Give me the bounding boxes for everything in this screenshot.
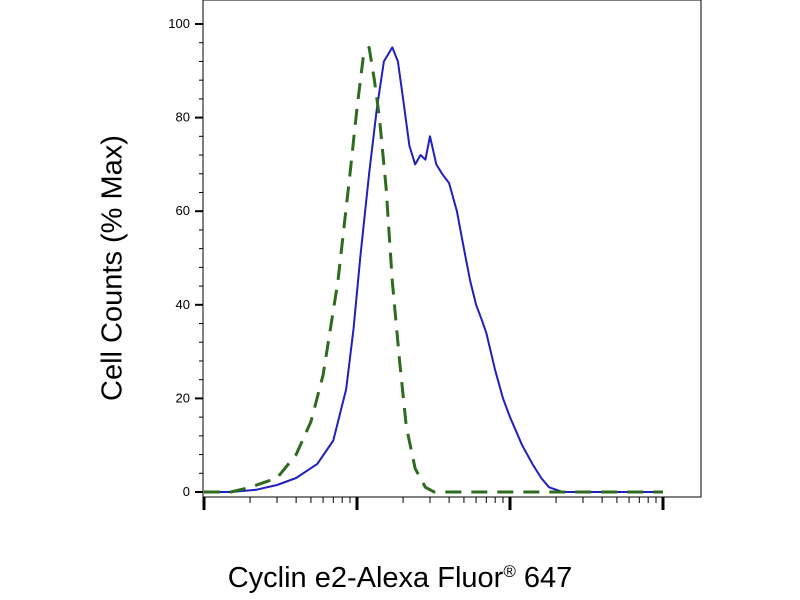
y-axis: 0 20 40 60 80 100 [168,16,203,499]
y-tick-label: 20 [176,390,190,405]
y-tick-label: 100 [168,16,190,31]
y-tick-label: 60 [176,203,190,218]
control-histogram-line [204,45,663,494]
y-tick-label: 40 [176,297,190,312]
y-tick-label: 0 [183,484,190,499]
y-axis-label: Cell Counts (% Max) [96,135,129,401]
x-axis [202,497,665,510]
registered-mark: ® [503,562,516,581]
x-axis-label-suffix: 647 [515,562,573,594]
y-tick-label: 80 [176,110,190,125]
x-axis-label-main: Cyclin e2-Alexa Fluor [227,562,504,594]
x-axis-label: Cyclin e2-Alexa Fluor® 647 [0,562,800,595]
plot-frame [202,0,702,498]
sample-histogram-line [204,46,663,493]
series-layer [204,45,663,494]
